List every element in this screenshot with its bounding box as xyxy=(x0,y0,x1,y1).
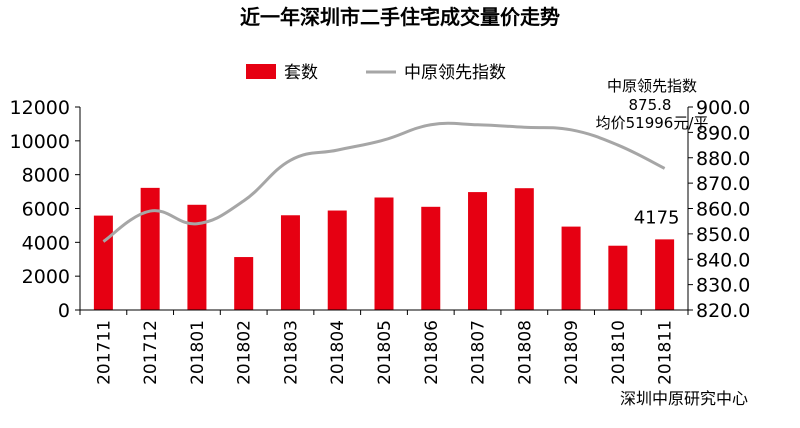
x-axis-tick-label: 201807 xyxy=(469,320,489,385)
bar-201811 xyxy=(655,239,674,310)
left-axis-tick-label: 10000 xyxy=(10,131,70,153)
bar-201806 xyxy=(421,207,440,310)
x-axis-tick-label: 201811 xyxy=(656,320,676,385)
right-axis-tick-label: 860.0 xyxy=(696,199,750,221)
bar-201801 xyxy=(187,205,206,310)
left-axis-tick-label: 2000 xyxy=(22,266,70,288)
chart-title: 近一年深圳市二手住宅成交量价走势 xyxy=(240,5,560,29)
right-axis-tick-label: 820.0 xyxy=(696,300,750,322)
index-annotation-line-1: 中原领先指数 xyxy=(607,77,697,95)
x-axis-tick-label: 201809 xyxy=(562,320,582,385)
x-axis-tick-label: 201805 xyxy=(375,320,395,385)
x-axis-tick-label: 201802 xyxy=(235,320,255,385)
bar-201809 xyxy=(562,227,581,310)
legend-bar-label: 套数 xyxy=(284,63,318,83)
x-axis-tick-label: 201810 xyxy=(609,320,629,385)
x-axis-tick-label: 201712 xyxy=(141,320,161,385)
legend: 套数 中原领先指数 xyxy=(246,63,506,83)
x-axis-tick-label: 201803 xyxy=(281,320,301,385)
left-axis: 0 2000 4000 6000 8000 10000 12000 xyxy=(10,97,80,322)
left-axis-tick-label: 4000 xyxy=(22,232,70,254)
left-axis-tick-label: 8000 xyxy=(22,165,70,187)
index-annotation-line-2: 875.8 xyxy=(629,96,672,114)
source-note: 深圳中原研究中心 xyxy=(620,389,748,408)
x-axis: 201711 201712 201801 201802 201803 201804 2018… xyxy=(80,310,688,385)
bar-201804 xyxy=(328,211,347,310)
left-axis-tick-label: 12000 xyxy=(10,97,70,119)
legend-line-label: 中原领先指数 xyxy=(404,63,506,83)
right-axis-tick-label: 870.0 xyxy=(696,173,750,195)
index-annotation: 中原领先指数 875.8 均价51996元/平 xyxy=(596,77,709,132)
bar-201808 xyxy=(515,188,534,310)
right-axis-tick-label: 830.0 xyxy=(696,275,750,297)
x-axis-tick-label: 201804 xyxy=(328,320,348,385)
bar-201810 xyxy=(608,246,627,310)
bar-201805 xyxy=(375,198,394,310)
bar-series xyxy=(94,188,674,310)
left-axis-tick-label: 6000 xyxy=(22,199,70,221)
bar-201711 xyxy=(94,216,113,310)
right-axis-tick-label: 840.0 xyxy=(696,249,750,271)
left-axis-tick-label: 0 xyxy=(58,300,70,322)
legend-bar-swatch xyxy=(246,64,276,79)
right-axis-tick-label: 850.0 xyxy=(696,224,750,246)
x-axis-tick-label: 201711 xyxy=(94,320,114,385)
x-axis-tick-label: 201801 xyxy=(188,320,208,385)
bar-201712 xyxy=(141,188,160,310)
x-axis-tick-label: 201806 xyxy=(422,320,442,385)
last-bar-value-label: 4175 xyxy=(634,207,680,228)
index-annotation-line-3: 均价51996元/平 xyxy=(596,114,709,132)
x-axis-tick-label: 201808 xyxy=(515,320,535,385)
right-axis-tick-label: 880.0 xyxy=(696,148,750,170)
bar-201803 xyxy=(281,215,300,310)
bar-201802 xyxy=(234,257,253,310)
bar-201807 xyxy=(468,192,487,310)
